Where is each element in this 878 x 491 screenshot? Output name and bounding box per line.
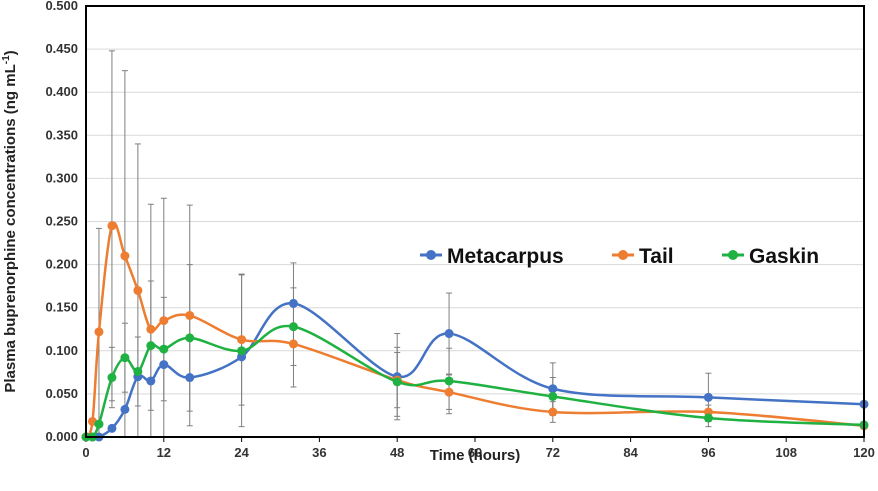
x-axis-title: Time (hours) bbox=[430, 447, 521, 464]
y-tick-label: 0.300 bbox=[45, 170, 78, 185]
data-point-metacarpus bbox=[444, 329, 454, 339]
data-point-metacarpus bbox=[703, 392, 713, 402]
x-tick-label: 84 bbox=[623, 445, 638, 460]
plot-frame bbox=[85, 5, 865, 438]
y-axis-title-close: ) bbox=[2, 50, 19, 55]
y-axis-title: Plasma buprenorphine concentrations (ng … bbox=[1, 50, 19, 392]
data-point-gaskin bbox=[107, 373, 117, 383]
data-point-gaskin bbox=[133, 366, 143, 376]
data-point-gaskin bbox=[94, 419, 104, 429]
y-tick-label: 0.500 bbox=[45, 0, 78, 13]
data-point-gaskin bbox=[237, 346, 247, 356]
x-tick-label: 12 bbox=[157, 445, 171, 460]
series-group bbox=[81, 221, 869, 442]
legend-label-tail: Tail bbox=[639, 245, 674, 268]
x-tick-label: 72 bbox=[546, 445, 560, 460]
data-point-gaskin bbox=[548, 391, 558, 401]
data-point-tail bbox=[444, 387, 454, 397]
x-tick-label: 108 bbox=[775, 445, 797, 460]
data-point-tail bbox=[548, 407, 558, 417]
legend-item-gaskin: Gaskin bbox=[722, 245, 819, 268]
data-point-gaskin bbox=[288, 322, 298, 332]
x-tick-labels: 0 12 24 36 48 60 72 84 96 108 120 bbox=[82, 445, 874, 460]
data-point-tail bbox=[237, 335, 247, 345]
x-tick-label: 96 bbox=[701, 445, 715, 460]
data-point-metacarpus bbox=[107, 423, 117, 433]
series-gaskin bbox=[81, 322, 869, 442]
data-point-metacarpus bbox=[548, 384, 558, 394]
y-tick-label: 0.350 bbox=[45, 127, 78, 142]
y-axis-title-main: Plasma buprenorphine concentrations (ng … bbox=[2, 64, 19, 392]
y-tick-label: 0.000 bbox=[45, 429, 78, 444]
x-tick-label: 60 bbox=[468, 445, 482, 460]
x-tick-label: 48 bbox=[390, 445, 404, 460]
data-point-tail bbox=[159, 316, 169, 326]
y-tick-label: 0.250 bbox=[45, 214, 78, 229]
legend-marker-metacarpus bbox=[426, 250, 436, 260]
legend-marker-tail bbox=[618, 250, 628, 260]
data-point-gaskin bbox=[392, 377, 402, 387]
x-tick-label: 24 bbox=[234, 445, 249, 460]
y-tick-label: 0.100 bbox=[45, 343, 78, 358]
legend: Metacarpus Tail Gaskin bbox=[420, 245, 819, 268]
data-point-tail bbox=[185, 310, 195, 320]
y-tick-label: 0.400 bbox=[45, 84, 78, 99]
data-point-tail bbox=[94, 327, 104, 337]
legend-label-gaskin: Gaskin bbox=[749, 245, 819, 268]
legend-item-metacarpus: Metacarpus bbox=[420, 245, 564, 268]
y-axis-title-exponent: -1 bbox=[1, 55, 12, 64]
data-point-metacarpus bbox=[159, 360, 169, 370]
data-point-metacarpus bbox=[120, 404, 130, 414]
data-point-gaskin bbox=[159, 344, 169, 354]
data-point-metacarpus bbox=[288, 298, 298, 308]
data-point-gaskin bbox=[146, 341, 156, 351]
y-tick-labels: 0.000 0.050 0.100 0.150 0.200 0.250 0.300 0.350… bbox=[45, 0, 78, 444]
data-point-metacarpus bbox=[146, 376, 156, 386]
data-point-tail bbox=[288, 339, 298, 349]
y-tick-label: 0.050 bbox=[45, 386, 78, 401]
x-tick-label: 36 bbox=[312, 445, 326, 460]
grid-lines bbox=[85, 5, 865, 442]
data-point-tail bbox=[146, 324, 156, 334]
data-point-gaskin bbox=[703, 413, 713, 423]
x-tick-label: 120 bbox=[853, 445, 875, 460]
data-point-tail bbox=[133, 285, 143, 295]
data-point-gaskin bbox=[185, 333, 195, 343]
data-point-tail bbox=[120, 251, 130, 261]
data-point-tail bbox=[107, 221, 117, 231]
legend-item-tail: Tail bbox=[612, 245, 674, 268]
y-tick-label: 0.200 bbox=[45, 257, 78, 272]
y-tick-label: 0.150 bbox=[45, 300, 78, 315]
data-point-metacarpus bbox=[185, 373, 195, 383]
y-tick-label: 0.450 bbox=[45, 41, 78, 56]
series-line-gaskin bbox=[85, 324, 865, 440]
legend-marker-gaskin bbox=[728, 250, 738, 260]
legend-label-metacarpus: Metacarpus bbox=[447, 245, 564, 268]
data-point-gaskin bbox=[120, 353, 130, 363]
data-point-gaskin bbox=[444, 376, 454, 386]
series-line-metacarpus bbox=[86, 302, 865, 439]
x-tick-label: 0 bbox=[82, 445, 89, 460]
